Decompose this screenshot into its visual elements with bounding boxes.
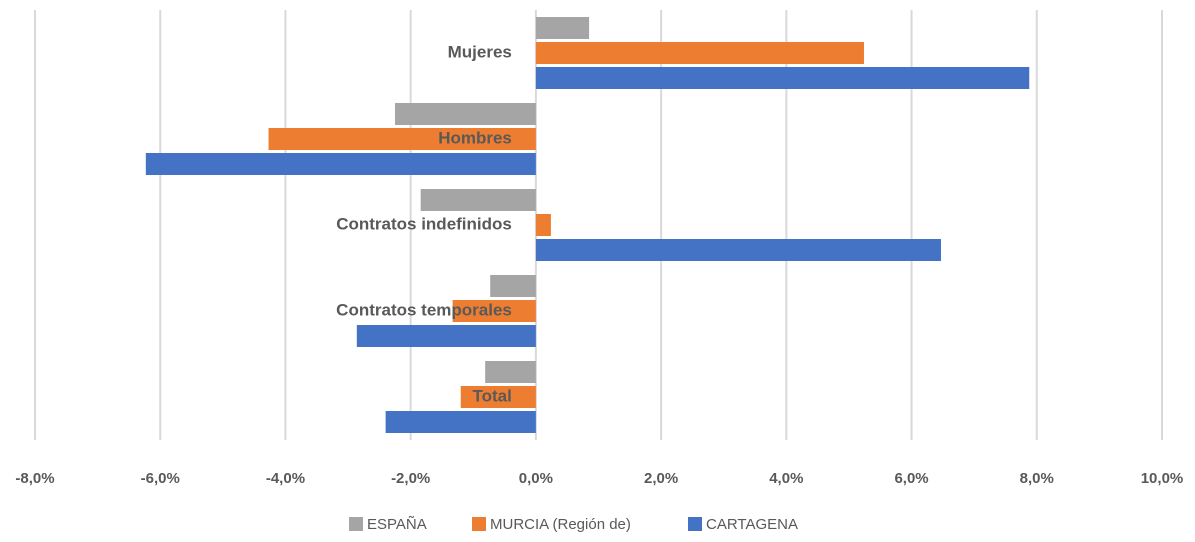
x-tick-label: -8,0% xyxy=(15,470,54,487)
bar xyxy=(485,361,536,383)
bar xyxy=(535,214,551,236)
bar xyxy=(395,103,536,125)
legend-label: CARTAGENA xyxy=(706,516,798,533)
x-tick-label: 10,0% xyxy=(1141,470,1184,487)
legend-swatch xyxy=(472,517,486,531)
x-tick-label: -2,0% xyxy=(391,470,430,487)
bar xyxy=(460,386,536,408)
bar xyxy=(356,325,536,347)
bar xyxy=(145,153,536,175)
category-label: Mujeres xyxy=(448,42,512,61)
legend-label: MURCIA (Región de) xyxy=(490,516,631,533)
category-label: Contratos indefinidos xyxy=(336,214,512,233)
bar xyxy=(452,300,536,322)
bar xyxy=(385,411,536,433)
bar xyxy=(535,42,864,64)
bar xyxy=(535,239,941,261)
bar xyxy=(490,275,536,297)
bar xyxy=(535,67,1030,89)
x-tick-label: 6,0% xyxy=(894,470,928,487)
x-tick-label: 8,0% xyxy=(1020,470,1054,487)
bar xyxy=(535,17,590,39)
x-tick-label: 2,0% xyxy=(644,470,678,487)
legend-swatch xyxy=(688,517,702,531)
x-tick-label: -6,0% xyxy=(141,470,180,487)
category-label: Total xyxy=(473,386,512,405)
legend-label: ESPAÑA xyxy=(367,516,427,533)
category-label: Contratos temporales xyxy=(336,300,512,319)
legend-swatch xyxy=(349,517,363,531)
category-label: Hombres xyxy=(438,128,512,147)
x-tick-label: 4,0% xyxy=(769,470,803,487)
bar xyxy=(420,189,536,211)
x-tick-label: -4,0% xyxy=(266,470,305,487)
bar xyxy=(268,128,536,150)
x-tick-label: 0,0% xyxy=(519,470,553,487)
